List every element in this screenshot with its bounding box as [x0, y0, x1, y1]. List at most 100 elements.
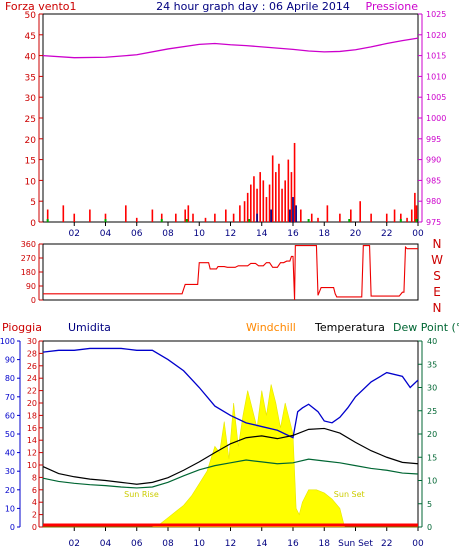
gust-bar — [289, 209, 291, 222]
humidity-axis-tick-label: 90 — [5, 356, 15, 365]
pressure-axis-tick-label: 1005 — [426, 93, 446, 102]
wind-bar — [415, 205, 418, 222]
gust-bar — [295, 205, 297, 222]
compass-label: N — [433, 301, 442, 315]
time-axis-tick-label: 06 — [131, 539, 143, 549]
wind-force-label: Forza vento1 — [5, 0, 77, 13]
temp-axis-tick-label: 30 — [427, 384, 437, 393]
direction-line — [43, 245, 418, 301]
wind-bar — [262, 180, 265, 222]
time-axis-tick-label: 12 — [225, 229, 236, 239]
legend-rain: Pioggia — [2, 321, 42, 334]
humidity-axis-tick-label: 70 — [5, 393, 15, 402]
wind-axis-tick-label: 10 — [25, 177, 37, 187]
wind-bar — [187, 205, 190, 222]
time-axis-tick-label: 18 — [319, 229, 331, 239]
dewpoint-line — [42, 458, 419, 489]
humidity-axis-tick-label: 30 — [5, 467, 15, 476]
humidity-axis-tick-label: 80 — [5, 374, 15, 383]
wind-bar — [406, 217, 408, 222]
pressure-axis-tick-label: 1000 — [426, 114, 446, 123]
wind-bar — [175, 213, 177, 222]
wind-axis-tick-label: 50 — [25, 11, 37, 21]
rain-axis-tick-label: 6 — [32, 486, 37, 495]
wind-bar — [400, 213, 402, 222]
temp-axis-tick-label: 20 — [427, 430, 437, 439]
wind-bar — [310, 213, 313, 222]
legend-windchill: Windchill — [246, 321, 296, 334]
compass-label: S — [433, 269, 441, 283]
wind-bar — [151, 209, 154, 222]
gust-bar — [256, 213, 258, 222]
time-axis-tick-label: 22 — [381, 539, 392, 549]
rain-axis-tick-label: 12 — [27, 449, 37, 458]
time-axis-tick-label: 04 — [100, 539, 112, 549]
pressure-axis-tick-label: 1025 — [426, 10, 446, 19]
sun-set-label: Sun Set — [334, 490, 365, 499]
rain-axis-tick-label: 18 — [27, 411, 37, 420]
wind-bar — [250, 184, 252, 222]
wind-bar — [393, 209, 396, 222]
time-axis-tick-label: 08 — [162, 539, 174, 549]
compass-label: W — [431, 253, 443, 267]
calm-marker — [185, 219, 188, 222]
wind-bar — [300, 209, 302, 222]
wind-axis-tick-label: 25 — [25, 115, 36, 125]
gust-bar — [270, 209, 272, 222]
time-axis-tick-label: 14 — [256, 539, 268, 549]
rain-axis-tick-label: 4 — [32, 498, 37, 507]
temp-axis-tick-label: 15 — [427, 453, 437, 462]
temp-axis-tick-label: 5 — [427, 500, 432, 509]
wind-bar — [125, 205, 127, 222]
wind-bar — [246, 192, 249, 222]
wind-bar — [135, 217, 138, 222]
wind-axis-tick-label: 45 — [25, 32, 36, 42]
pressure-axis-tick-label: 995 — [426, 135, 441, 144]
wind-bar — [275, 172, 277, 222]
rain-axis-tick-label: 0 — [32, 523, 37, 532]
legend-temperature: Temperatura — [314, 321, 385, 334]
pressure-axis-tick-label: 990 — [426, 156, 441, 165]
wind-bar — [239, 205, 241, 222]
temp-axis-tick-label: 25 — [427, 407, 437, 416]
wind-bar — [225, 209, 227, 222]
wind-bar — [62, 205, 65, 222]
wind-bar — [214, 213, 216, 222]
rain-axis-tick-label: 22 — [27, 387, 37, 396]
time-axis-tick-label: 16 — [287, 229, 299, 239]
wind-bar — [160, 213, 163, 222]
wind-bar — [284, 180, 286, 222]
time-axis-tick-label: 14 — [256, 229, 268, 239]
time-axis-tick-label: 00 — [412, 539, 424, 549]
direction-axis-tick-label: 0 — [31, 296, 36, 305]
pressure-label: Pressione — [366, 0, 419, 13]
wind-bar — [89, 209, 91, 222]
wind-bar — [370, 213, 372, 222]
rain-axis-tick-label: 16 — [27, 424, 37, 433]
wind-bar — [287, 159, 290, 222]
wind-axis-tick-label: 0 — [30, 219, 36, 229]
wind-bar — [204, 217, 207, 222]
temperature-line — [42, 427, 419, 485]
rain-axis-tick-label: 20 — [27, 399, 37, 408]
direction-axis-tick-label: 360 — [21, 240, 36, 249]
time-axis-tick-label: 20 — [350, 229, 362, 239]
pressure-axis-tick-label: 975 — [426, 218, 441, 227]
rain-axis-tick-label: 10 — [27, 461, 37, 470]
humidity-axis-tick-label: 50 — [5, 430, 15, 439]
compass-label: E — [433, 285, 441, 299]
compass-label: N — [433, 237, 442, 251]
humidity-axis-tick-label: 60 — [5, 411, 15, 420]
wind-bar — [192, 213, 194, 222]
direction-axis-tick-label: 180 — [21, 268, 36, 277]
time-axis-tick-label: 10 — [194, 229, 206, 239]
time-axis-tick-label: 02 — [69, 539, 80, 549]
temp-axis-tick-label: 10 — [427, 477, 437, 486]
sun-rise-label: Sun Rise — [124, 490, 159, 499]
humidity-temperature-panel: 0102030405060708090100024681012141618202… — [0, 337, 437, 549]
calm-marker — [104, 219, 107, 222]
rain-axis-tick-label: 14 — [27, 436, 37, 445]
wind-bar — [268, 184, 271, 222]
